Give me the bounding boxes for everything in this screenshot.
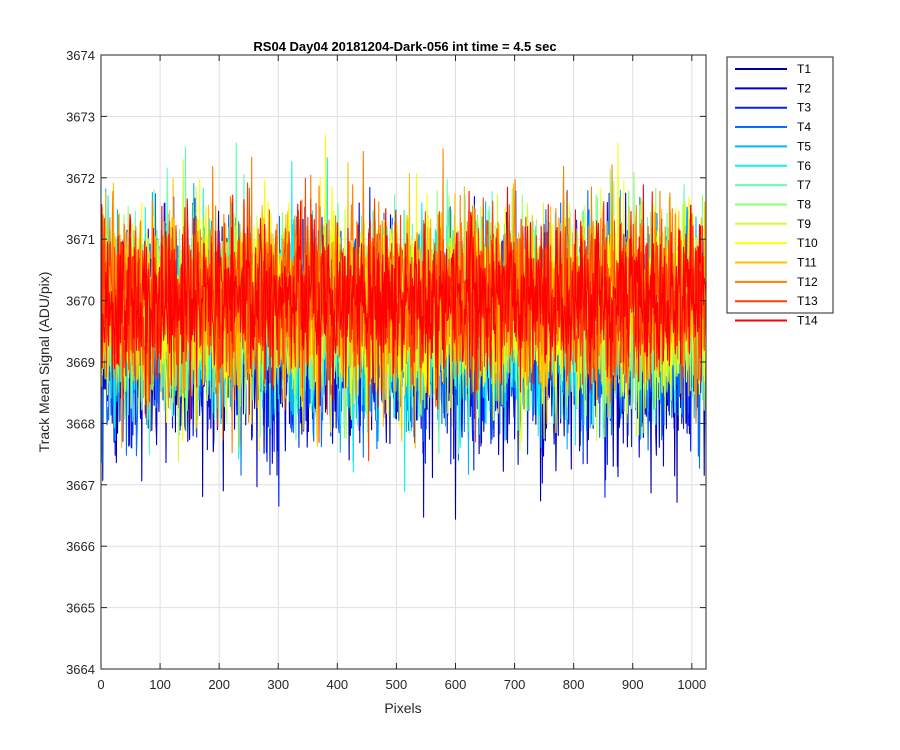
legend-label-t11: T11 [797, 256, 817, 270]
legend-label-t5: T5 [797, 139, 811, 153]
x-tick-label: 100 [149, 677, 171, 692]
legend-label-t1: T1 [797, 62, 811, 76]
y-tick-label: 3669 [66, 355, 95, 370]
legend-label-t3: T3 [797, 101, 811, 115]
y-axis-label: Track Mean Signal (ADU/pix) [36, 272, 52, 453]
y-tick-label: 3664 [66, 662, 95, 677]
legend-label-t7: T7 [797, 178, 811, 192]
legend-label-t6: T6 [797, 159, 811, 173]
x-tick-label: 900 [622, 677, 644, 692]
legend-label-t9: T9 [797, 217, 811, 231]
legend-label-t8: T8 [797, 197, 811, 211]
y-tick-label: 3672 [66, 171, 95, 186]
x-tick-label: 500 [386, 677, 408, 692]
series-line-t14 [101, 184, 706, 421]
x-tick-label: 600 [445, 677, 467, 692]
y-tick-label: 3670 [66, 294, 95, 309]
x-tick-label: 1000 [677, 677, 706, 692]
x-tick-label: 200 [208, 677, 230, 692]
plot-area: 0 100 200 300 400 500 600 700 800 900 1000 3664 3665… [66, 48, 707, 692]
x-tick-label: 300 [267, 677, 289, 692]
x-tick-label: 800 [563, 677, 585, 692]
series-group [101, 134, 706, 520]
x-tick-label: 0 [97, 677, 104, 692]
legend-label-t12: T12 [797, 275, 818, 289]
x-axis-label: Pixels [384, 700, 421, 716]
y-tick-label: 3673 [66, 109, 95, 124]
legend-label-t13: T13 [797, 294, 818, 308]
y-tick-label: 3667 [66, 478, 95, 493]
y-tick-label: 3665 [66, 601, 95, 616]
legend-label-t2: T2 [797, 81, 811, 95]
y-tick-label: 3666 [66, 539, 95, 554]
x-tick-label: 400 [326, 677, 348, 692]
series-line-t13 [101, 177, 706, 462]
chart-title: RS04 Day04 20181204-Dark-056 int time = … [253, 39, 556, 54]
legend-label-t10: T10 [797, 236, 818, 250]
legend-label-t14: T14 [797, 314, 818, 328]
y-tick-label: 3668 [66, 416, 95, 431]
legend-label-t4: T4 [797, 120, 811, 134]
y-tick-label: 3674 [66, 48, 95, 63]
x-tick-label: 700 [504, 677, 526, 692]
y-tick-label: 3671 [66, 232, 95, 247]
legend: T1 T2 T3 T4 T5 T6 T7 T8 T9 T10 T11 T12 T13 T14 [726, 56, 834, 328]
